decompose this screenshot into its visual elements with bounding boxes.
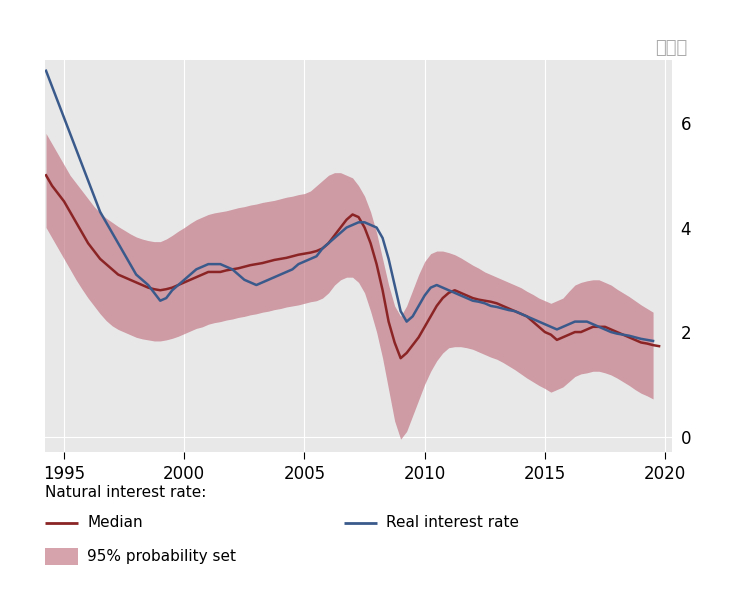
Text: Median: Median [87,516,143,530]
Text: Natural interest rate:: Natural interest rate: [45,485,206,500]
Text: 95% probability set: 95% probability set [87,549,236,564]
Text: 百分比: 百分比 [655,39,687,57]
Text: Real interest rate: Real interest rate [386,516,519,530]
